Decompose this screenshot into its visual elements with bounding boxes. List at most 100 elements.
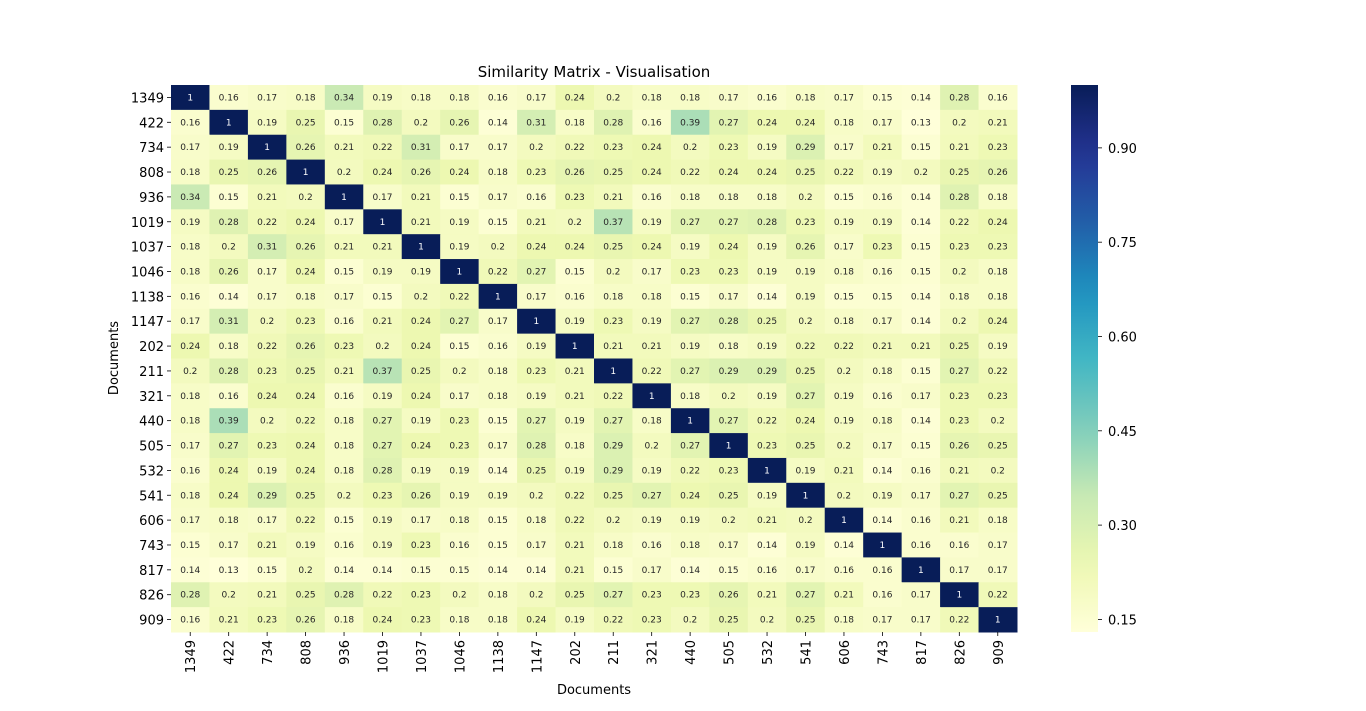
colorbar-tick-label: 0.15 xyxy=(1108,613,1137,628)
cell-value-label: 0.17 xyxy=(911,616,931,626)
heatmap-cell xyxy=(632,358,672,384)
heatmap-cell xyxy=(824,259,864,285)
heatmap-cell xyxy=(786,457,826,484)
cell-value-label: 0.17 xyxy=(257,267,277,277)
cell-value-label: 0.23 xyxy=(411,591,431,601)
heatmap-cell xyxy=(901,607,941,633)
heatmap-cell xyxy=(670,109,710,136)
cell-value-label: 0.24 xyxy=(526,616,546,626)
cell-value-label: 0.16 xyxy=(834,566,854,576)
cell-value-label: 0.22 xyxy=(488,267,508,277)
heatmap-cell xyxy=(478,134,518,161)
cell-value-label: 0.18 xyxy=(872,417,892,427)
y-tick-label: 211 xyxy=(139,365,164,380)
heatmap-cell xyxy=(632,457,672,484)
heatmap-cell xyxy=(478,358,518,384)
heatmap-cell xyxy=(555,209,595,235)
x-tick-label: 202 xyxy=(569,640,584,665)
cell-value-label: 0.26 xyxy=(719,591,739,601)
cell-value-label: 0.24 xyxy=(296,392,316,402)
cell-value-label: 0.2 xyxy=(798,317,812,327)
cell-value-label: 0.25 xyxy=(719,616,739,626)
x-tick-label: 734 xyxy=(261,640,276,665)
cell-value-label: 0.2 xyxy=(183,367,197,377)
heatmap-cell xyxy=(670,557,710,583)
heatmap-cell xyxy=(863,482,903,509)
heatmap-cell xyxy=(247,408,287,434)
heatmap-cell xyxy=(747,259,787,285)
cell-value-label: 0.24 xyxy=(526,243,546,253)
heatmap-cell xyxy=(863,109,903,136)
heatmap-cell xyxy=(786,283,826,310)
cell-value-label: 0.17 xyxy=(988,566,1008,576)
heatmap-cell xyxy=(363,85,403,111)
cell-value-label: 0.18 xyxy=(180,168,200,178)
cell-value-label: 0.27 xyxy=(219,442,239,452)
cell-value-label: 0.15 xyxy=(488,218,508,228)
cell-value-label: 0.16 xyxy=(180,292,200,302)
y-tick-label: 422 xyxy=(139,116,164,131)
heatmap-cell xyxy=(209,433,249,459)
heatmap-cell xyxy=(940,209,980,235)
heatmap-cell xyxy=(363,333,403,359)
heatmap-cell xyxy=(247,259,287,285)
cell-value-label: 0.19 xyxy=(834,392,854,402)
cell-value-label: 0.24 xyxy=(296,218,316,228)
heatmap-cell xyxy=(632,234,672,260)
cell-value-label: 0.17 xyxy=(219,541,239,551)
cell-value-label: 0.19 xyxy=(988,342,1008,352)
cell-value-label: 0.27 xyxy=(603,591,623,601)
heatmap-cell xyxy=(209,607,249,633)
cell-value-label: 0.22 xyxy=(603,392,623,402)
cell-value-label: 0.17 xyxy=(988,541,1008,551)
heatmap-cell xyxy=(440,532,480,558)
heatmap-cell xyxy=(978,308,1018,335)
heatmap-cell xyxy=(632,482,672,509)
y-tick-label: 734 xyxy=(139,141,164,156)
cell-value-label: 0.26 xyxy=(449,118,469,128)
cell-value-label: 0.23 xyxy=(795,218,815,228)
cell-value-label: 0.29 xyxy=(257,491,277,501)
cell-value-label: 0.2 xyxy=(529,591,543,601)
heatmap-cell xyxy=(786,109,826,136)
cell-value-label: 0.17 xyxy=(719,541,739,551)
heatmap-cell xyxy=(363,308,403,335)
heatmap-cell xyxy=(747,532,787,558)
heatmap-cell xyxy=(478,582,518,608)
heatmap-cell xyxy=(670,259,710,285)
heatmap-cell xyxy=(555,234,595,260)
heatmap-cell xyxy=(401,85,441,111)
heatmap-cell xyxy=(440,308,480,335)
cell-value-label: 0.17 xyxy=(872,442,892,452)
heatmap-cell xyxy=(440,333,480,359)
cell-value-label: 0.17 xyxy=(488,317,508,327)
heatmap-cell xyxy=(478,184,518,210)
cell-value-label: 0.21 xyxy=(603,342,623,352)
cell-value-label: 0.27 xyxy=(949,491,969,501)
heatmap-cell xyxy=(555,358,595,384)
cell-value-label: 0.25 xyxy=(526,466,546,476)
cell-value-label: 0.18 xyxy=(219,342,239,352)
cell-value-label: 0.2 xyxy=(298,193,312,203)
x-tick-label: 1046 xyxy=(453,640,468,673)
heatmap-cell xyxy=(747,557,787,583)
heatmap-cell xyxy=(401,383,441,409)
cell-value-label: 0.17 xyxy=(642,267,662,277)
heatmap-cell xyxy=(632,134,672,161)
heatmap-cell xyxy=(901,134,941,161)
cell-value-label: 0.24 xyxy=(257,392,277,402)
cell-value-label: 0.19 xyxy=(757,342,777,352)
cell-value-label: 0.16 xyxy=(872,591,892,601)
heatmap-cell xyxy=(171,532,210,558)
cell-value-label: 0.24 xyxy=(411,342,431,352)
heatmap-cell xyxy=(786,234,826,260)
cell-value-label: 0.16 xyxy=(911,516,931,526)
cell-value-label: 0.24 xyxy=(411,392,431,402)
heatmap-cell xyxy=(824,234,864,260)
cell-value-label: 1 xyxy=(264,143,270,153)
heatmap-cell xyxy=(594,582,633,608)
cell-value-label: 0.25 xyxy=(795,367,815,377)
x-tick-label: 826 xyxy=(953,640,968,665)
heatmap-cell xyxy=(786,482,826,509)
cell-value-label: 0.19 xyxy=(449,243,469,253)
